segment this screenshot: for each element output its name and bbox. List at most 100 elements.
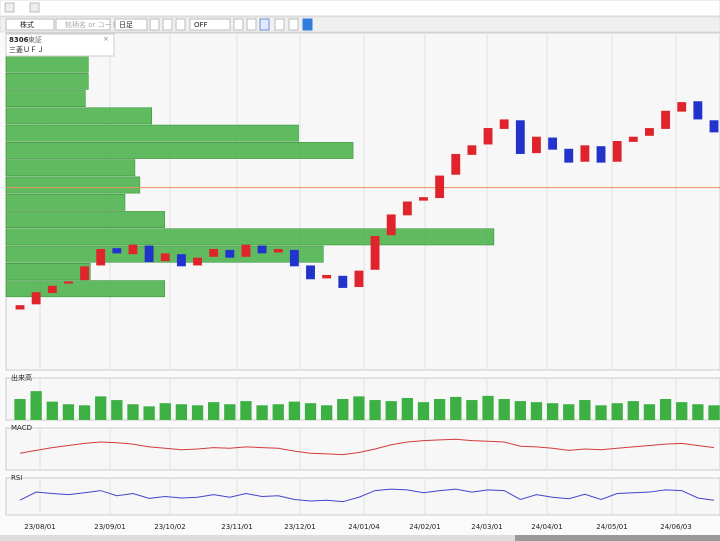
candle [112,248,122,254]
tool-button[interactable] [233,18,244,31]
volume-bar [482,395,494,420]
x-tick-label: 24/04/01 [531,523,562,531]
candle [709,120,719,133]
candle [176,254,186,267]
x-tick-label: 24/05/01 [596,523,627,531]
candle [273,249,283,253]
volume-bar [111,400,123,420]
x-tick-label: 24/06/03 [660,523,691,531]
x-tick-label: 23/09/01 [94,523,125,531]
indicator-line [19,488,715,503]
volume-bar [708,405,720,420]
x-tick-label: 23/08/01 [24,523,55,531]
x-tick-label: 23/12/01 [284,523,315,531]
candle [160,253,170,262]
mode-select[interactable] [189,18,231,31]
market-select[interactable] [5,18,55,31]
volume-bar [514,401,526,420]
candle [628,136,638,142]
volume-profile-bar [5,55,89,73]
scrollbar[interactable] [0,535,720,541]
candle [241,244,251,257]
tool-button[interactable] [162,18,173,31]
tool-button[interactable] [175,18,186,31]
tool-button[interactable] [246,18,257,31]
tool-button[interactable] [274,18,285,31]
tool-button[interactable] [288,18,299,31]
volume-bar [256,405,268,420]
volume-profile-bar [5,90,86,107]
x-tick-label: 24/01/04 [348,523,380,531]
volume-bar [563,404,575,420]
volume-bar [369,400,381,420]
volume-bar [450,396,462,420]
volume-bar [143,406,155,420]
volume-profile-bar [5,280,165,298]
candle [435,175,445,199]
candle [645,128,654,136]
candle [322,274,332,279]
panel-label: 出来高 [11,373,32,382]
candle [225,249,235,258]
candle [370,236,380,270]
scroll-thumb[interactable] [515,535,720,541]
candle [515,120,525,154]
x-tick-label: 23/11/01 [221,523,252,531]
panel-label: RSI [11,474,22,482]
close-icon[interactable]: × [103,35,109,43]
indicator-line [19,438,715,456]
volume-profile-bar [5,142,354,159]
period-text: 日足 [119,21,133,29]
volume-bar [530,402,543,420]
period-select[interactable] [114,18,148,31]
candle [596,146,606,163]
candle [564,148,574,163]
candle [289,249,299,267]
candle [451,153,461,175]
tool-button[interactable] [149,18,160,31]
volume-bar [272,404,284,420]
candle [63,281,73,284]
volume-bar [676,402,688,420]
candle [47,285,57,294]
candle [580,145,590,162]
volume-bar [14,399,26,420]
panel [5,427,720,471]
volume-bar [304,403,317,420]
candle [354,270,364,288]
volume-profile-bar [5,107,153,125]
candle [386,214,396,236]
volume-profile-bar [5,72,89,90]
tool-button[interactable] [302,18,313,31]
volume-profile-bar [5,193,126,211]
tool-button[interactable] [259,18,270,31]
symbol-code: 8306 [9,36,29,44]
volume-profile-bar [5,124,299,142]
volume-profile-bar [5,159,136,177]
panel [5,477,720,516]
x-tick-label: 24/03/01 [471,523,502,531]
volume-bar [208,402,220,420]
symbol-name: 三菱ＵＦＪ [9,45,44,54]
tab-icon[interactable] [4,2,15,13]
tab-icon[interactable] [29,2,40,13]
x-tick-label: 24/02/01 [409,523,440,531]
volume-bar [175,404,188,420]
symbol-exchange: 東証 [28,35,42,44]
candle [693,101,703,120]
candle [612,141,622,162]
candle [80,266,89,281]
candle [15,305,25,310]
search-box[interactable] [55,18,111,31]
volume-profile-bar [5,263,91,280]
candle [209,249,219,257]
volume-bar [643,404,656,420]
volume-bar [417,402,430,420]
volume-bar [288,401,301,420]
volume-bar [546,403,559,420]
volume-profile-bar [5,211,165,228]
candle [31,292,41,305]
candle [532,136,541,154]
mode-text: OFF [194,21,208,29]
